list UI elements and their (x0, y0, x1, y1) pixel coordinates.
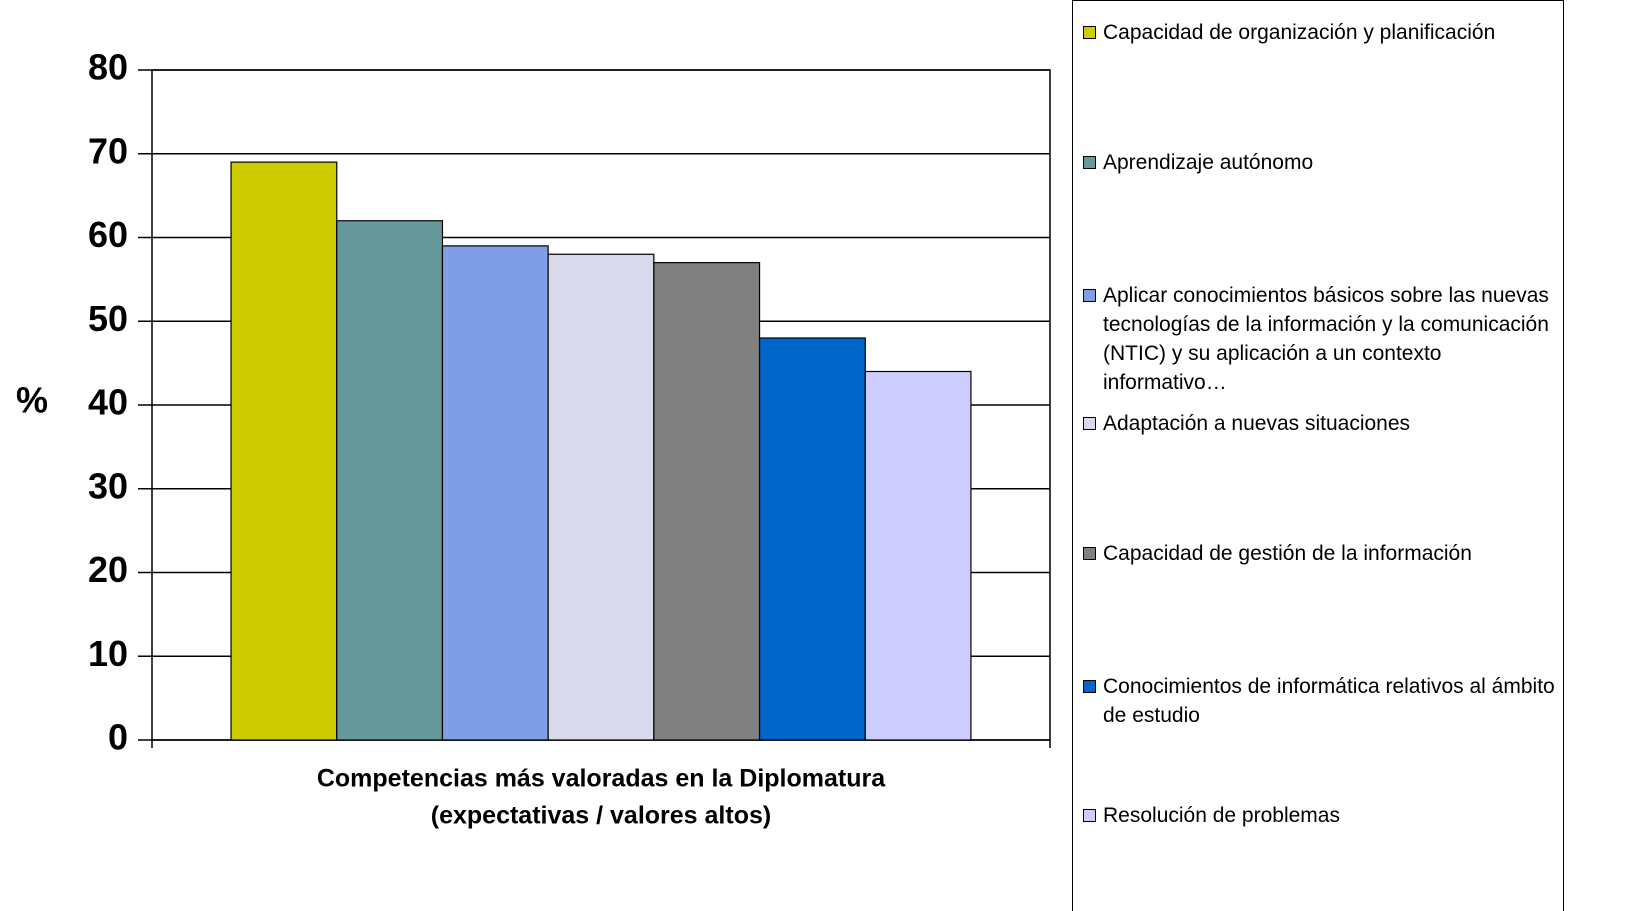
legend-swatch (1083, 809, 1096, 822)
y-tick-label: 40 (88, 382, 128, 423)
legend-entry: Adaptación a nuevas situaciones (1081, 409, 1561, 438)
y-tick-label: 70 (88, 130, 128, 171)
legend-swatch (1083, 156, 1096, 169)
legend-swatch (1083, 547, 1096, 560)
legend: Capacidad de organización y planificació… (1072, 0, 1564, 911)
legend-label: Capacidad de organización y planificació… (1103, 21, 1496, 44)
bar (547, 253, 655, 741)
legend-label: Conocimientos de informática relativos a… (1103, 675, 1555, 727)
legend-entry: Resolución de problemas (1081, 801, 1561, 830)
chart: % Competencias más valoradas en la Diplo… (16, 47, 1051, 830)
legend-entry: Aprendizaje autónomo (1081, 148, 1561, 177)
legend-label: Capacidad de gestión de la información (1103, 542, 1472, 565)
legend-label: Aprendizaje autónomo (1103, 151, 1314, 174)
legend-swatch (1083, 289, 1096, 302)
legend-label: Resolución de problemas (1103, 804, 1340, 827)
legend-entry: Aplicar conocimientos básicos sobre las … (1081, 281, 1561, 397)
y-tick-label: 50 (88, 298, 128, 339)
bar (441, 245, 549, 741)
y-tick-label: 80 (88, 47, 128, 88)
y-tick-label: 30 (88, 465, 128, 506)
legend-swatch (1083, 417, 1096, 430)
legend-swatch (1083, 26, 1096, 39)
y-tick-label: 60 (88, 214, 128, 255)
y-tick-label: 10 (88, 633, 128, 674)
bar (653, 262, 761, 741)
legend-swatch (1083, 680, 1096, 693)
bar (864, 370, 972, 741)
y-tick-label: 20 (88, 549, 128, 590)
legend-entry: Conocimientos de informática relativos a… (1081, 672, 1561, 730)
legend-entry: Capacidad de gestión de la información (1081, 539, 1561, 568)
legend-entry: Capacidad de organización y planificació… (1081, 18, 1561, 47)
x-axis-label: Competencias más valoradas en la Diploma… (317, 765, 886, 793)
y-tick-label: 0 (108, 717, 128, 758)
bar (230, 161, 338, 741)
x-axis-label: (expectativas / valores altos) (431, 802, 771, 830)
bar (758, 337, 866, 741)
bar (336, 220, 444, 741)
legend-label: Aplicar conocimientos básicos sobre las … (1103, 284, 1549, 394)
y-axis-label: % (16, 380, 48, 421)
legend-label: Adaptación a nuevas situaciones (1103, 412, 1411, 435)
